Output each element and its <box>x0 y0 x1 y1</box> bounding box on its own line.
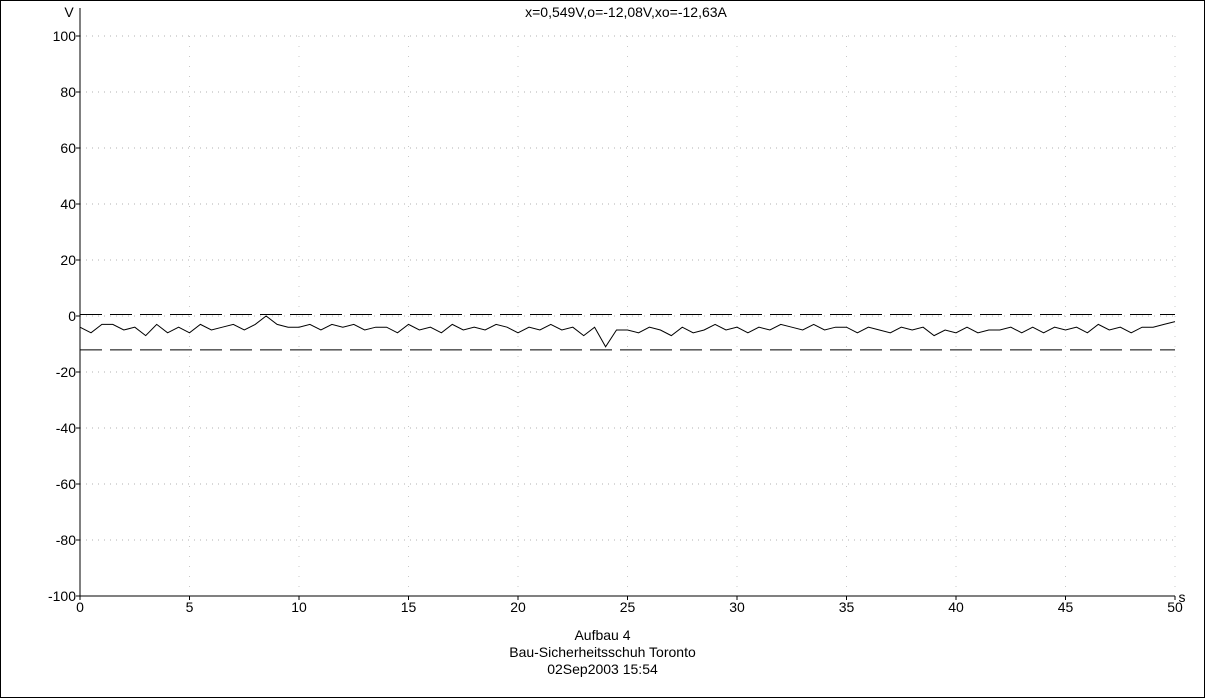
footer-setup-label: Aufbau 4 <box>574 627 631 643</box>
chart-axes <box>76 8 1176 600</box>
x-axis-unit-label: s <box>1179 589 1186 605</box>
x-tick-label: 0 <box>76 599 84 615</box>
chart-grid <box>79 35 1176 597</box>
series-line <box>79 315 1176 348</box>
x-tick-label: 40 <box>948 599 964 615</box>
y-tick-label: -20 <box>56 364 76 380</box>
x-tick-label: 5 <box>186 599 194 615</box>
x-tick-label: 45 <box>1058 599 1074 615</box>
y-tick-label: 20 <box>60 252 76 268</box>
footer-timestamp: 02Sep2003 15:54 <box>547 661 658 677</box>
y-tick-label: -80 <box>56 532 76 548</box>
x-tick-label: 15 <box>401 599 417 615</box>
y-tick-label: -40 <box>56 420 76 436</box>
footer-product-label: Bau-Sicherheitsschuh Toronto <box>509 644 696 660</box>
y-tick-labels: 100 80 60 40 20 0 -20 -40 -60 -80 -100 <box>48 28 76 604</box>
y-axis-unit-label: V <box>64 4 74 20</box>
series-group <box>79 315 1176 348</box>
y-tick-label: -60 <box>56 476 76 492</box>
x-tick-label: 20 <box>510 599 526 615</box>
x-tick-label: 10 <box>291 599 307 615</box>
x-tick-label: 25 <box>620 599 636 615</box>
y-tick-label: 40 <box>60 196 76 212</box>
y-tick-label: 0 <box>68 308 76 324</box>
measurement-readout: x=0,549V,o=-12,08V,xo=-12,63A <box>525 4 727 20</box>
reference-lines <box>80 313 1175 351</box>
x-tick-label: 30 <box>729 599 745 615</box>
y-tick-label: 100 <box>53 28 77 44</box>
y-tick-label: 80 <box>60 84 76 100</box>
y-tick-label: -100 <box>48 588 76 604</box>
x-tick-label: 50 <box>1167 599 1183 615</box>
y-tick-label: 60 <box>60 140 76 156</box>
x-tick-label: 35 <box>839 599 855 615</box>
x-tick-labels: 0 5 10 15 20 25 30 35 40 45 50 <box>76 599 1183 615</box>
